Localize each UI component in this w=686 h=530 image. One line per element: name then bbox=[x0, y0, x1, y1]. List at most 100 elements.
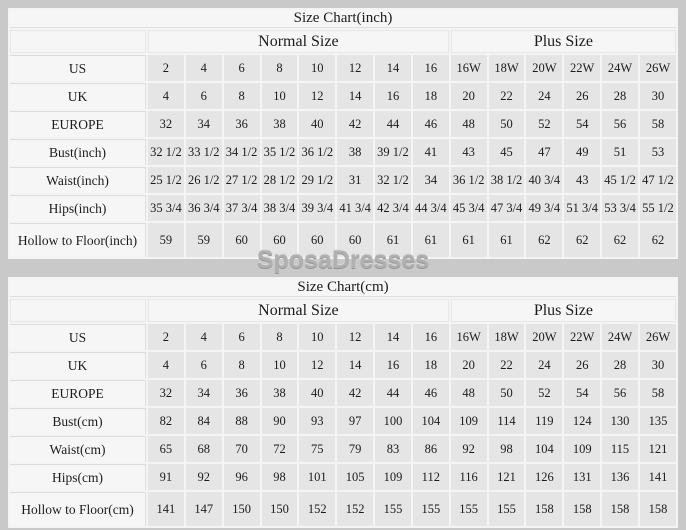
row-label: Hips(inch) bbox=[10, 195, 146, 221]
size-value-cell: 61 bbox=[488, 223, 525, 257]
table-row: US 2 4 6 8 10 12 14 16 16W 18W 20W 22W 24W 26W bbox=[10, 55, 676, 81]
size-value-cell: 105 bbox=[337, 464, 374, 490]
size-value-cell: 136 bbox=[602, 464, 638, 490]
table-title: Size Chart(cm) bbox=[10, 279, 676, 297]
size-value-cell: 24W bbox=[602, 55, 638, 81]
size-value-cell: 40 bbox=[299, 111, 336, 137]
size-value-cell: 31 bbox=[337, 167, 374, 193]
size-value-cell: 68 bbox=[185, 436, 222, 462]
size-value-cell: 60 bbox=[223, 223, 260, 257]
size-value-cell: 121 bbox=[488, 464, 525, 490]
size-value-cell: 14 bbox=[337, 83, 374, 109]
size-value-cell: 88 bbox=[223, 408, 260, 434]
size-value-cell: 6 bbox=[223, 324, 260, 350]
size-value-cell: 155 bbox=[488, 492, 525, 526]
size-value-cell: 101 bbox=[299, 464, 336, 490]
size-value-cell: 59 bbox=[185, 223, 222, 257]
size-value-cell: 16 bbox=[412, 55, 449, 81]
size-value-cell: 60 bbox=[261, 223, 298, 257]
size-value-cell: 32 bbox=[148, 380, 184, 406]
size-value-cell: 28 bbox=[602, 352, 638, 378]
size-value-cell: 93 bbox=[299, 408, 336, 434]
size-value-cell: 36 1/2 bbox=[450, 167, 487, 193]
corner-cell bbox=[10, 30, 146, 53]
size-value-cell: 34 1/2 bbox=[223, 139, 260, 165]
size-value-cell: 24 bbox=[526, 352, 563, 378]
size-value-cell: 14 bbox=[375, 324, 411, 350]
size-value-cell: 25 1/2 bbox=[148, 167, 184, 193]
size-value-cell: 109 bbox=[450, 408, 487, 434]
size-value-cell: 100 bbox=[375, 408, 411, 434]
table-row: Hips(cm) 91 92 96 98 101 105 109 112 116 121 126 131… bbox=[10, 464, 676, 490]
row-label: US bbox=[10, 55, 146, 81]
size-value-cell: 86 bbox=[412, 436, 449, 462]
size-value-cell: 36 bbox=[223, 380, 260, 406]
size-value-cell: 32 bbox=[148, 111, 184, 137]
size-value-cell: 109 bbox=[564, 436, 601, 462]
size-value-cell: 37 3/4 bbox=[223, 195, 260, 221]
size-value-cell: 62 bbox=[564, 223, 601, 257]
size-value-cell: 82 bbox=[148, 408, 184, 434]
size-value-cell: 90 bbox=[261, 408, 298, 434]
size-value-cell: 45 bbox=[488, 139, 525, 165]
size-value-cell: 41 bbox=[412, 139, 449, 165]
size-value-cell: 116 bbox=[450, 464, 487, 490]
size-value-cell: 44 3/4 bbox=[412, 195, 449, 221]
size-value-cell: 10 bbox=[299, 55, 336, 81]
size-value-cell: 65 bbox=[148, 436, 184, 462]
size-value-cell: 150 bbox=[223, 492, 260, 526]
size-value-cell: 155 bbox=[412, 492, 449, 526]
size-value-cell: 45 1/2 bbox=[602, 167, 638, 193]
size-value-cell: 20 bbox=[450, 83, 487, 109]
table-row: Waist(inch) 25 1/2 26 1/2 27 1/2 28 1/2 29 1/… bbox=[10, 167, 676, 193]
size-value-cell: 50 bbox=[488, 380, 525, 406]
size-value-cell: 97 bbox=[337, 408, 374, 434]
size-value-cell: 47 3/4 bbox=[488, 195, 525, 221]
size-value-cell: 114 bbox=[488, 408, 525, 434]
table-row: Bust(cm) 82 84 88 90 93 97 100 104 109 114 119 124 13… bbox=[10, 408, 676, 434]
size-value-cell: 51 bbox=[602, 139, 638, 165]
size-value-cell: 38 bbox=[337, 139, 374, 165]
size-value-cell: 46 bbox=[412, 380, 449, 406]
size-value-cell: 16 bbox=[412, 324, 449, 350]
size-value-cell: 30 bbox=[639, 83, 676, 109]
size-value-cell: 83 bbox=[375, 436, 411, 462]
size-value-cell: 104 bbox=[526, 436, 563, 462]
size-value-cell: 34 bbox=[185, 380, 222, 406]
row-label: UK bbox=[10, 352, 146, 378]
size-value-cell: 26 bbox=[564, 352, 601, 378]
row-label: Bust(inch) bbox=[10, 139, 146, 165]
size-value-cell: 152 bbox=[337, 492, 374, 526]
size-value-cell: 14 bbox=[375, 55, 411, 81]
size-value-cell: 152 bbox=[299, 492, 336, 526]
size-value-cell: 115 bbox=[602, 436, 638, 462]
row-label: UK bbox=[10, 83, 146, 109]
size-value-cell: 24 bbox=[526, 83, 563, 109]
size-value-cell: 70 bbox=[223, 436, 260, 462]
table-row: UK 4 6 8 10 12 14 16 18 20 22 24 26 28 30 bbox=[10, 352, 676, 378]
size-value-cell: 18W bbox=[488, 324, 525, 350]
size-value-cell: 72 bbox=[261, 436, 298, 462]
table-title: Size Chart(inch) bbox=[10, 10, 676, 28]
size-value-cell: 28 bbox=[602, 83, 638, 109]
size-value-cell: 46 bbox=[412, 111, 449, 137]
size-value-cell: 32 1/2 bbox=[148, 139, 184, 165]
size-value-cell: 121 bbox=[639, 436, 676, 462]
size-value-cell: 10 bbox=[261, 83, 298, 109]
size-value-cell: 54 bbox=[564, 111, 601, 137]
row-label: Waist(inch) bbox=[10, 167, 146, 193]
size-value-cell: 12 bbox=[337, 55, 374, 81]
size-value-cell: 20 bbox=[450, 352, 487, 378]
size-chart-inch-table: Size Chart(inch) Normal Size Plus Size US 2 4… bbox=[8, 8, 678, 259]
size-value-cell: 16W bbox=[450, 55, 487, 81]
size-value-cell: 41 3/4 bbox=[337, 195, 374, 221]
size-value-cell: 104 bbox=[412, 408, 449, 434]
size-value-cell: 61 bbox=[412, 223, 449, 257]
row-label: EUROPE bbox=[10, 111, 146, 137]
size-value-cell: 158 bbox=[564, 492, 601, 526]
size-value-cell: 6 bbox=[185, 352, 222, 378]
table-row: EUROPE 32 34 36 38 40 42 44 46 48 50 52 54 56 58 bbox=[10, 380, 676, 406]
size-value-cell: 32 1/2 bbox=[375, 167, 411, 193]
table-row: Hollow to Floor(inch) 59 59 60 60 60 60 61 61 61 6… bbox=[10, 223, 676, 257]
size-value-cell: 34 bbox=[185, 111, 222, 137]
